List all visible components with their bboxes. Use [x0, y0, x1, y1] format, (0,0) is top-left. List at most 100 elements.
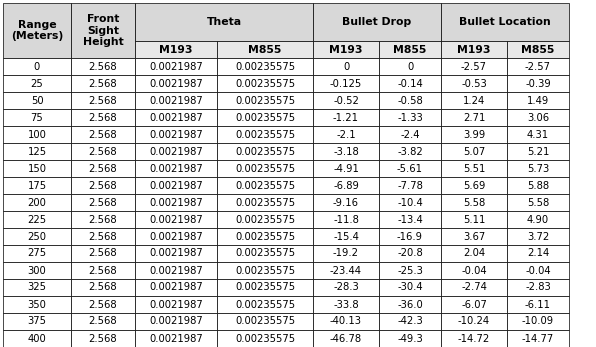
Text: 0.0021987: 0.0021987: [149, 282, 203, 293]
Text: 5.88: 5.88: [527, 180, 549, 191]
Text: -6.89: -6.89: [333, 180, 359, 191]
Text: 0.0021987: 0.0021987: [149, 231, 203, 242]
Bar: [507, 75, 569, 92]
Text: 2.568: 2.568: [89, 78, 117, 88]
Text: -4.91: -4.91: [333, 163, 359, 174]
Bar: [313, 75, 379, 92]
Text: 4.31: 4.31: [527, 129, 549, 139]
Text: 2.568: 2.568: [89, 180, 117, 191]
Text: -0.04: -0.04: [461, 265, 487, 276]
Bar: [507, 126, 569, 143]
Text: -30.4: -30.4: [397, 282, 423, 293]
Bar: [507, 211, 569, 228]
Text: -10.24: -10.24: [458, 316, 490, 327]
Text: 0.0021987: 0.0021987: [149, 112, 203, 122]
Text: -6.11: -6.11: [525, 299, 551, 310]
Text: -15.4: -15.4: [333, 231, 359, 242]
Text: -2.1: -2.1: [336, 129, 356, 139]
Text: Theta: Theta: [206, 17, 241, 27]
Text: 2.04: 2.04: [463, 248, 485, 259]
Bar: [313, 143, 379, 160]
Bar: [441, 41, 507, 58]
Text: -1.21: -1.21: [333, 112, 359, 122]
Bar: [313, 228, 379, 245]
Bar: [135, 194, 217, 211]
Bar: [71, 228, 135, 245]
Bar: [507, 279, 569, 296]
Text: 0.0021987: 0.0021987: [149, 299, 203, 310]
Bar: [135, 92, 217, 109]
Bar: [507, 92, 569, 109]
Text: -36.0: -36.0: [397, 299, 423, 310]
Bar: [71, 126, 135, 143]
Text: 0: 0: [343, 61, 349, 71]
Text: 0.0021987: 0.0021987: [149, 163, 203, 174]
Text: 0.00235575: 0.00235575: [235, 197, 295, 208]
Bar: [441, 75, 507, 92]
Text: M855: M855: [393, 44, 427, 54]
Bar: [441, 126, 507, 143]
Text: 5.07: 5.07: [463, 146, 485, 156]
Bar: [3, 143, 71, 160]
Bar: [379, 177, 441, 194]
Text: -0.14: -0.14: [397, 78, 423, 88]
Bar: [313, 330, 379, 347]
Text: -16.9: -16.9: [397, 231, 423, 242]
Bar: [71, 211, 135, 228]
Text: 50: 50: [30, 95, 44, 105]
Bar: [379, 313, 441, 330]
Bar: [313, 3, 441, 41]
Text: -40.13: -40.13: [330, 316, 362, 327]
Bar: [441, 296, 507, 313]
Bar: [217, 279, 313, 296]
Text: 0.00235575: 0.00235575: [235, 231, 295, 242]
Text: 150: 150: [27, 163, 46, 174]
Text: 0.00235575: 0.00235575: [235, 265, 295, 276]
Text: -0.39: -0.39: [525, 78, 551, 88]
Text: 2.568: 2.568: [89, 316, 117, 327]
Bar: [71, 279, 135, 296]
Bar: [441, 245, 507, 262]
Text: 1.49: 1.49: [527, 95, 549, 105]
Text: -10.4: -10.4: [397, 197, 423, 208]
Text: Bullet Location: Bullet Location: [459, 17, 551, 27]
Text: 2.568: 2.568: [89, 146, 117, 156]
Text: -13.4: -13.4: [397, 214, 423, 225]
Text: Front
Sight
Height: Front Sight Height: [83, 14, 123, 47]
Text: 200: 200: [27, 197, 46, 208]
Text: 0.00235575: 0.00235575: [235, 61, 295, 71]
Text: -1.33: -1.33: [397, 112, 423, 122]
Text: 0.0021987: 0.0021987: [149, 197, 203, 208]
Bar: [507, 194, 569, 211]
Bar: [379, 92, 441, 109]
Bar: [379, 211, 441, 228]
Bar: [313, 194, 379, 211]
Text: 2.568: 2.568: [89, 231, 117, 242]
Bar: [379, 245, 441, 262]
Bar: [3, 92, 71, 109]
Text: 225: 225: [27, 214, 46, 225]
Text: 325: 325: [27, 282, 46, 293]
Text: -10.09: -10.09: [522, 316, 554, 327]
Bar: [507, 109, 569, 126]
Text: -5.61: -5.61: [397, 163, 423, 174]
Bar: [71, 143, 135, 160]
Bar: [507, 177, 569, 194]
Bar: [3, 194, 71, 211]
Text: -7.78: -7.78: [397, 180, 423, 191]
Text: 2.14: 2.14: [527, 248, 549, 259]
Bar: [441, 194, 507, 211]
Text: 5.73: 5.73: [527, 163, 549, 174]
Bar: [441, 228, 507, 245]
Bar: [313, 211, 379, 228]
Bar: [313, 41, 379, 58]
Text: -0.58: -0.58: [397, 95, 423, 105]
Text: 4.90: 4.90: [527, 214, 549, 225]
Text: -28.3: -28.3: [333, 282, 359, 293]
Bar: [135, 313, 217, 330]
Bar: [71, 313, 135, 330]
Bar: [217, 58, 313, 75]
Text: 125: 125: [27, 146, 46, 156]
Bar: [3, 3, 71, 58]
Bar: [379, 143, 441, 160]
